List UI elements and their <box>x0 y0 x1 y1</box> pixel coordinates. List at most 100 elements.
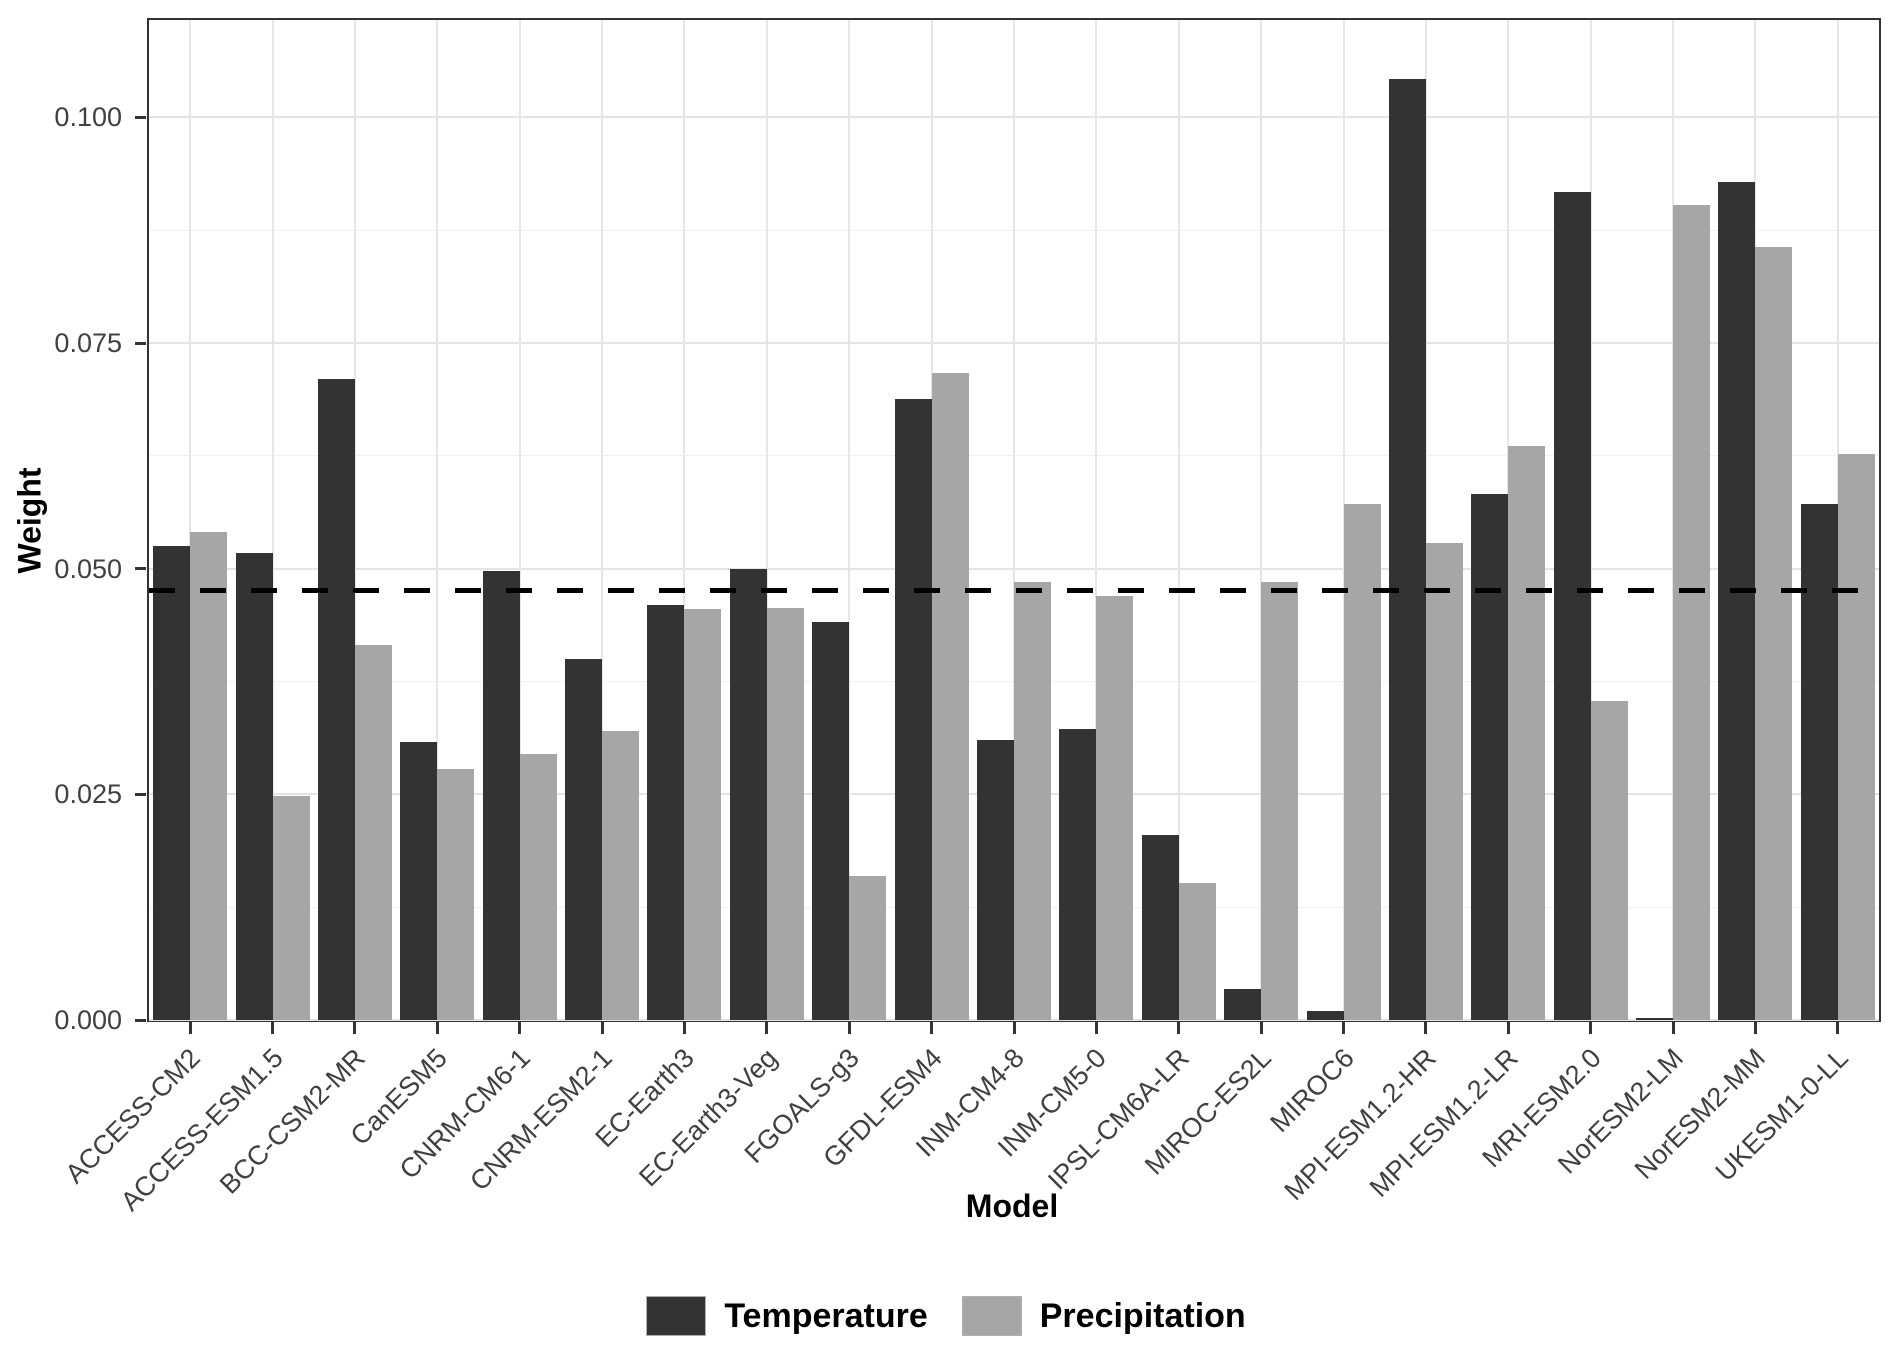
category-gridline <box>436 20 438 1020</box>
bar-temperature-FGOALS-g3 <box>812 622 849 1020</box>
category-gridline <box>1095 20 1097 1020</box>
x-axis-title: Model <box>965 1188 1059 1224</box>
bar-temperature-NorESM2-LM <box>1636 1018 1673 1020</box>
x-tick-mark <box>188 1022 192 1034</box>
x-tick-mark <box>1177 1022 1181 1034</box>
bar-temperature-MPI-ESM1.2-LR <box>1471 494 1508 1020</box>
bar-temperature-BCC-CSM2-MR <box>318 379 355 1020</box>
y-tick-label: 0.000 <box>54 1005 122 1035</box>
bar-temperature-CanESM5 <box>400 742 437 1020</box>
category-gridline <box>848 20 850 1020</box>
x-tick-mark <box>1671 1022 1675 1034</box>
x-tick-mark <box>847 1022 851 1034</box>
bar-precipitation-EC-Earth3-Veg <box>767 608 804 1020</box>
x-tick-mark <box>1259 1022 1263 1034</box>
bar-precipitation-NorESM2-LM <box>1673 205 1710 1020</box>
x-tick-mark <box>271 1022 275 1034</box>
bar-precipitation-INM-CM4-8 <box>1014 582 1051 1020</box>
bar-precipitation-IPSL-CM6A-LR <box>1179 883 1216 1020</box>
bar-temperature-UKESM1-0-LL <box>1801 504 1838 1020</box>
bar-precipitation-MIROC-ES2L <box>1261 582 1298 1020</box>
major-gridline <box>149 1019 1879 1021</box>
category-gridline <box>601 20 603 1020</box>
bar-temperature-CNRM-ESM2-1 <box>565 659 602 1020</box>
bar-precipitation-NorESM2-MM <box>1755 247 1792 1020</box>
bar-precipitation-BCC-CSM2-MR <box>355 645 392 1020</box>
bar-precipitation-MRI-ESM2.0 <box>1591 701 1628 1020</box>
x-tick-mark <box>1836 1022 1840 1034</box>
bar-precipitation-MIROC6 <box>1344 504 1381 1020</box>
legend-swatch-temperature <box>646 1296 707 1336</box>
legend-swatch-precipitation <box>961 1296 1022 1336</box>
category-gridline <box>354 20 356 1020</box>
bar-precipitation-INM-CM5-0 <box>1096 596 1133 1020</box>
bar-precipitation-EC-Earth3 <box>684 609 721 1020</box>
bar-temperature-INM-CM4-8 <box>977 740 1014 1020</box>
category-gridline <box>1590 20 1592 1020</box>
legend: Temperature Precipitation <box>0 1296 1892 1336</box>
bar-precipitation-FGOALS-g3 <box>849 876 886 1020</box>
x-tick-mark <box>1753 1022 1757 1034</box>
y-tick-mark <box>135 115 146 119</box>
y-tick-mark <box>135 792 146 796</box>
legend-item-temperature: Temperature <box>646 1296 928 1336</box>
x-tick-mark <box>600 1022 604 1034</box>
category-gridline <box>766 20 768 1020</box>
bar-temperature-MIROC-ES2L <box>1224 989 1261 1020</box>
bar-temperature-NorESM2-MM <box>1718 182 1755 1020</box>
bar-temperature-INM-CM5-0 <box>1059 729 1096 1020</box>
bar-temperature-MIROC6 <box>1307 1011 1344 1020</box>
x-tick-mark <box>1424 1022 1428 1034</box>
bar-temperature-EC-Earth3-Veg <box>730 569 767 1020</box>
category-gridline <box>683 20 685 1020</box>
y-tick-label: 0.075 <box>54 328 122 359</box>
x-tick-mark <box>765 1022 769 1034</box>
bar-precipitation-ACCESS-ESM1.5 <box>273 796 310 1020</box>
bar-temperature-MPI-ESM1.2-HR <box>1389 79 1426 1020</box>
bar-temperature-ACCESS-CM2 <box>153 546 190 1020</box>
bar-precipitation-CNRM-ESM2-1 <box>602 731 639 1020</box>
category-gridline <box>1425 20 1427 1020</box>
legend-label: Temperature <box>724 1297 928 1335</box>
y-tick-mark <box>135 567 146 571</box>
bar-temperature-ACCESS-ESM1.5 <box>236 553 273 1020</box>
x-tick-mark <box>1094 1022 1098 1034</box>
bar-precipitation-UKESM1-0-LL <box>1838 454 1875 1020</box>
bar-temperature-EC-Earth3 <box>647 605 684 1020</box>
bar-precipitation-MPI-ESM1.2-LR <box>1508 446 1545 1020</box>
plot-panel <box>147 18 1881 1022</box>
x-tick-mark <box>1012 1022 1016 1034</box>
bar-temperature-CNRM-CM6-1 <box>483 571 520 1020</box>
bar-precipitation-CanESM5 <box>437 769 474 1020</box>
category-gridline <box>1013 20 1015 1020</box>
legend-label: Precipitation <box>1039 1297 1246 1335</box>
bar-precipitation-CNRM-CM6-1 <box>520 754 557 1020</box>
x-tick-mark <box>1342 1022 1346 1034</box>
y-tick-mark <box>135 341 146 345</box>
y-tick-label: 0.100 <box>54 102 122 133</box>
category-gridline <box>1178 20 1180 1020</box>
category-gridline <box>189 20 191 1020</box>
bar-temperature-GFDL-ESM4 <box>895 399 932 1020</box>
category-gridline <box>519 20 521 1020</box>
category-gridline <box>272 20 274 1020</box>
y-tick-label: 0.025 <box>54 779 122 810</box>
x-tick-mark <box>353 1022 357 1034</box>
y-tick-mark <box>135 1018 146 1022</box>
y-axis-title: Weight <box>11 467 48 574</box>
category-gridline <box>1260 20 1262 1020</box>
bar-temperature-IPSL-CM6A-LR <box>1142 835 1179 1020</box>
bar-precipitation-MPI-ESM1.2-HR <box>1426 543 1463 1020</box>
x-tick-mark <box>1589 1022 1593 1034</box>
legend-item-precipitation: Precipitation <box>961 1296 1246 1336</box>
x-tick-mark <box>1506 1022 1510 1034</box>
x-tick-mark <box>682 1022 686 1034</box>
bar-temperature-MRI-ESM2.0 <box>1554 192 1591 1020</box>
x-tick-mark <box>930 1022 934 1034</box>
x-tick-mark <box>435 1022 439 1034</box>
equal-weight-dashed-line <box>149 587 1879 593</box>
bar-precipitation-GFDL-ESM4 <box>932 373 969 1020</box>
bar-precipitation-ACCESS-CM2 <box>190 532 227 1020</box>
y-tick-label: 0.050 <box>54 553 122 584</box>
